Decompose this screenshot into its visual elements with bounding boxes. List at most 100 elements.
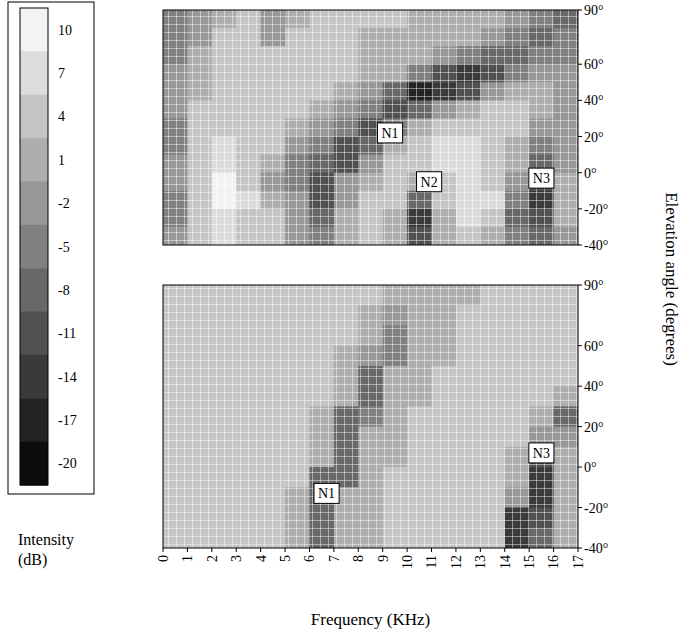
annotation: N3 — [533, 446, 550, 461]
y-tick — [578, 548, 582, 549]
colorbar-band — [20, 181, 48, 225]
y-tick-label: 20° — [584, 130, 604, 145]
x-tick — [187, 548, 188, 552]
colorbar-tick-label: -5 — [58, 240, 70, 255]
y-tick — [578, 426, 582, 427]
x-tick — [529, 548, 530, 552]
y-tick — [578, 64, 582, 65]
texture — [163, 10, 578, 245]
x-tick-label: 16 — [546, 555, 561, 569]
colorbar-band — [20, 138, 48, 182]
colorbar-tick-label: -8 — [58, 283, 70, 298]
y-tick — [578, 345, 582, 346]
x-tick — [455, 548, 456, 552]
colorbar-title-line: (dB) — [18, 551, 47, 569]
y-tick-label: 60° — [584, 57, 604, 72]
y-tick — [578, 10, 582, 11]
x-tick-label: 12 — [449, 555, 464, 569]
x-axis-title: Frequency (KHz) — [311, 610, 430, 629]
annotation: N3 — [533, 171, 550, 186]
colorbar-band — [20, 51, 48, 95]
annotation-box — [417, 172, 442, 192]
x-tick-label: 6 — [302, 555, 317, 562]
plot-frame — [163, 285, 578, 548]
x-tick-label: 11 — [424, 555, 439, 568]
colorbar-band — [20, 442, 48, 486]
x-tick — [553, 548, 554, 552]
x-tick — [358, 548, 359, 552]
y-tick-label: -40° — [584, 238, 608, 253]
colorbar-tick-label: -17 — [58, 413, 77, 428]
x-tick-label: 13 — [473, 555, 488, 569]
plot-frame — [163, 10, 578, 245]
x-tick-label: 8 — [351, 555, 366, 562]
y-tick-label: 40° — [584, 379, 604, 394]
y-tick — [578, 467, 582, 468]
y-tick-label: 40° — [584, 93, 604, 108]
annotation-box — [529, 443, 554, 463]
colorbar-box — [8, 2, 94, 494]
x-tick-label: 4 — [254, 555, 269, 562]
y-tick-label: 0° — [584, 166, 597, 181]
x-tick — [504, 548, 505, 552]
y-tick-label: 90° — [584, 278, 604, 293]
x-tick-label: 5 — [278, 555, 293, 562]
chart: 90°60°40°20°0°-20°-40°N1N2N3Elevation an… — [0, 0, 691, 637]
colorbar-band — [20, 95, 48, 139]
x-tick-label: 2 — [205, 555, 220, 562]
colorbar-band — [20, 312, 48, 356]
colorbar-tick-label: -11 — [58, 326, 76, 341]
x-tick — [211, 548, 212, 552]
annotation-box — [377, 123, 402, 143]
x-tick-label: 1 — [180, 555, 195, 562]
colorbar-tick-label: 4 — [58, 109, 65, 124]
cells — [163, 285, 578, 548]
cells — [163, 10, 578, 245]
y-tick — [578, 208, 582, 209]
colorbar-tick-label: -14 — [58, 370, 77, 385]
colorbar-tick-label: 10 — [58, 23, 72, 38]
y-tick-label: 0° — [584, 460, 597, 475]
colorbar-title: Intensity (dB) — [18, 531, 74, 569]
x-tick-label: 15 — [522, 555, 537, 569]
x-tick-label: 10 — [400, 555, 415, 569]
x-tick — [236, 548, 237, 552]
colorbar-tick-label: 7 — [58, 66, 65, 81]
y-tick-label: -20° — [584, 202, 608, 217]
colorbar-title-line: Intensity — [18, 531, 74, 549]
colorbar-tick-label: 1 — [58, 153, 65, 168]
x-tick — [431, 548, 432, 552]
colorbar-tick-label: -20 — [58, 456, 77, 471]
y-tick-label: 60° — [584, 339, 604, 354]
colorbar-tick-label: -2 — [58, 196, 70, 211]
annotation-box — [314, 483, 339, 503]
x-tick-label: 14 — [498, 555, 513, 569]
x-tick — [407, 548, 408, 552]
x-tick-label: 9 — [376, 555, 391, 562]
x-tick — [309, 548, 310, 552]
annotation: N1 — [381, 126, 398, 141]
annotation: N2 — [421, 175, 438, 190]
annotation: N1 — [318, 486, 335, 501]
x-tick — [163, 548, 164, 552]
y-axis-title: Elevation angle (degrees) — [662, 192, 681, 366]
x-tick — [480, 548, 481, 552]
x-tick — [382, 548, 383, 552]
y-tick — [578, 245, 582, 246]
x-tick — [260, 548, 261, 552]
colorbar-frame — [20, 8, 48, 485]
x-tick-label: 0 — [156, 555, 171, 562]
y-tick — [578, 172, 582, 173]
texture — [163, 285, 578, 548]
x-tick — [285, 548, 286, 552]
y-tick — [578, 136, 582, 137]
x-tick-label: 17 — [571, 555, 586, 569]
annotation-box — [529, 168, 554, 188]
x-tick-label: 7 — [327, 555, 342, 562]
x-tick — [333, 548, 334, 552]
x-tick-label: 3 — [229, 555, 244, 562]
y-tick — [578, 386, 582, 387]
colorbar-band — [20, 355, 48, 399]
colorbar-band — [20, 8, 48, 52]
y-tick-label: -20° — [584, 501, 608, 516]
